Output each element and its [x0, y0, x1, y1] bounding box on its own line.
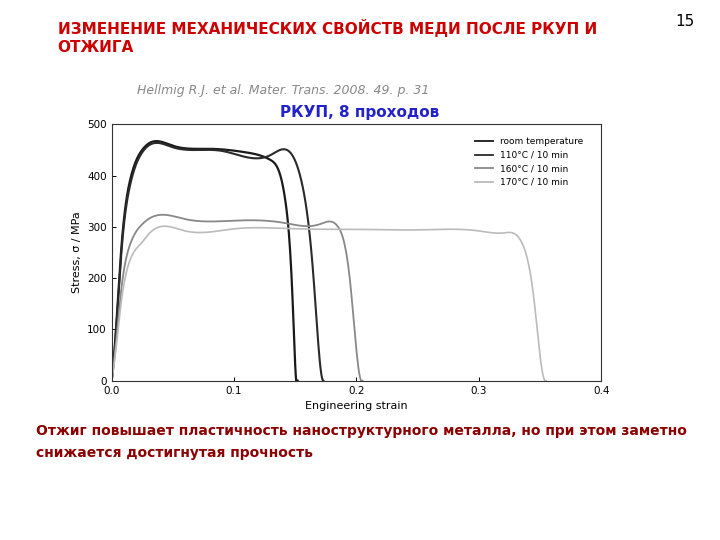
Text: ОТЖИГА: ОТЖИГА	[58, 40, 134, 56]
Text: РКУП, 8 проходов: РКУП, 8 проходов	[280, 105, 440, 120]
Text: ИЗМЕНЕНИЕ МЕХАНИЧЕСКИХ СВОЙСТВ МЕДИ ПОСЛЕ РКУП И: ИЗМЕНЕНИЕ МЕХАНИЧЕСКИХ СВОЙСТВ МЕДИ ПОСЛ…	[58, 19, 597, 37]
Legend: room temperature, 110°C / 10 min, 160°C / 10 min, 170°C / 10 min: room temperature, 110°C / 10 min, 160°C …	[471, 134, 587, 191]
Y-axis label: Stress, σ / MPa: Stress, σ / MPa	[71, 212, 81, 293]
X-axis label: Engineering strain: Engineering strain	[305, 401, 408, 411]
Text: 15: 15	[675, 14, 695, 29]
Text: снижается достигнутая прочность: снижается достигнутая прочность	[36, 446, 313, 460]
Text: Отжиг повышает пластичность наноструктурного металла, но при этом заметно: Отжиг повышает пластичность наноструктур…	[36, 424, 687, 438]
Text: Hellmig R.J. et al. Mater. Trans. 2008. 49. p. 31: Hellmig R.J. et al. Mater. Trans. 2008. …	[137, 84, 429, 97]
